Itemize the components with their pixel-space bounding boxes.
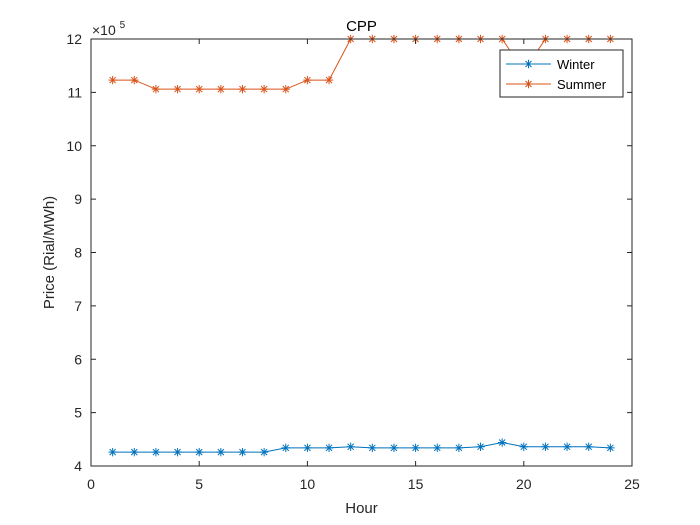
- y-tick-label: 10: [66, 138, 82, 154]
- data-point-summer: [108, 75, 117, 85]
- legend-label-winter: Winter: [557, 57, 595, 72]
- data-point-winter: [368, 443, 377, 453]
- data-point-winter: [433, 443, 442, 453]
- data-point-winter: [606, 443, 615, 453]
- data-point-summer: [303, 75, 312, 85]
- data-point-winter: [238, 447, 247, 457]
- y-tick-label: 7: [74, 298, 82, 314]
- data-point-winter: [519, 442, 528, 451]
- data-point-summer: [238, 84, 247, 94]
- x-tick-label: 20: [516, 476, 532, 492]
- y-tick-label: 11: [67, 84, 82, 100]
- data-point-winter: [584, 442, 593, 451]
- data-point-winter: [216, 447, 226, 457]
- data-point-winter: [324, 443, 334, 453]
- chart-title: CPP: [346, 18, 377, 35]
- y-tick-label: 12: [66, 31, 82, 47]
- tick-layer: 0 5 10 15 20 25 4 5 6 7 8 9 10 11 12: [66, 31, 640, 492]
- y-tick-label: 8: [74, 245, 82, 261]
- data-point-winter: [303, 443, 312, 453]
- y-multiplier-exponent: 5: [120, 20, 126, 31]
- data-point-summer: [216, 84, 226, 94]
- data-point-winter: [389, 443, 399, 453]
- x-tick-label: 0: [87, 476, 95, 492]
- data-point-winter: [130, 447, 139, 457]
- data-point-summer: [195, 84, 204, 94]
- x-tick-label: 5: [195, 476, 203, 492]
- data-point-winter: [497, 438, 507, 447]
- data-point-winter: [151, 447, 161, 457]
- y-multiplier-base: ×10: [92, 22, 116, 38]
- legend: Winter Summer: [499, 49, 624, 98]
- y-axis-multiplier: ×10 5: [92, 20, 126, 38]
- data-point-summer: [324, 75, 334, 85]
- data-point-winter: [411, 443, 420, 453]
- data-point-winter: [195, 447, 204, 457]
- data-point-winter: [562, 442, 572, 451]
- legend-marker-summer: [524, 79, 533, 89]
- data-point-summer: [151, 84, 161, 94]
- y-axis-label: Price (Rial/MWh): [41, 196, 58, 309]
- x-tick-label: 10: [300, 476, 316, 492]
- data-point-winter: [476, 442, 485, 451]
- data-point-winter: [281, 443, 290, 453]
- legend-label-summer: Summer: [557, 77, 607, 92]
- legend-marker-winter: [524, 59, 533, 69]
- data-point-winter: [108, 447, 117, 457]
- data-point-winter: [454, 443, 464, 453]
- y-tick-label: 6: [74, 351, 82, 367]
- y-tick-label: 4: [74, 458, 82, 474]
- y-tick-label: 5: [74, 405, 82, 421]
- x-tick-label: 15: [408, 476, 424, 492]
- legend-box: [499, 49, 624, 98]
- x-axis-label: Hour: [345, 500, 378, 517]
- x-tick-label: 25: [624, 476, 640, 492]
- data-point-summer: [130, 75, 139, 85]
- plot-area: [91, 39, 632, 466]
- data-point-winter: [173, 447, 182, 457]
- data-point-summer: [281, 84, 290, 94]
- data-point-winter: [346, 442, 355, 451]
- y-tick-label: 9: [74, 191, 82, 207]
- data-point-winter: [541, 442, 550, 451]
- data-point-summer: [173, 84, 182, 94]
- data-point-winter: [259, 447, 269, 457]
- data-point-summer: [259, 84, 269, 94]
